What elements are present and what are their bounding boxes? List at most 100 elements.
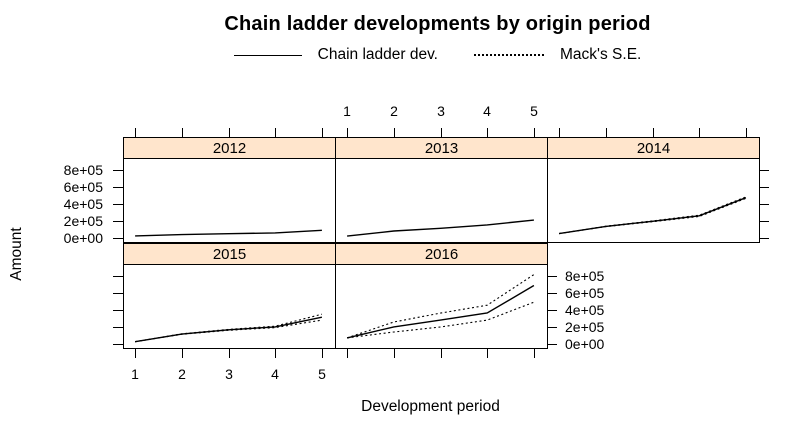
axis-tick — [113, 310, 123, 311]
tick-label: 1 — [131, 366, 139, 382]
panel-2014 — [547, 158, 760, 243]
axis-tick — [135, 128, 136, 138]
tick-label: 4 — [271, 366, 279, 382]
axis-tick — [182, 128, 183, 138]
legend: Chain ladder dev. Mack's S.E. — [0, 46, 805, 64]
axis-tick — [322, 128, 323, 138]
axis-tick — [113, 276, 123, 277]
axis-tick — [113, 187, 123, 188]
tick-label: 5 — [530, 103, 538, 119]
tick-label: 8e+05 — [565, 268, 605, 284]
panel-2013 — [335, 158, 548, 243]
legend-label-mack-se: Mack's S.E. — [560, 46, 642, 63]
x-axis-label: Development period — [361, 398, 500, 415]
axis-tick — [182, 348, 183, 358]
axis-tick — [275, 348, 276, 358]
legend-label-chain-ladder: Chain ladder dev. — [317, 46, 438, 63]
strip-label: 2015 — [212, 245, 247, 263]
strip-label: 2014 — [636, 139, 671, 157]
tick-label: 3 — [225, 366, 233, 382]
axis-tick — [547, 327, 557, 328]
dotted-line-sample-icon — [474, 54, 544, 56]
tick-label: 0e+00 — [63, 230, 103, 246]
axis-tick — [547, 293, 557, 294]
tick-label: 8e+05 — [63, 162, 103, 178]
axis-tick — [441, 128, 442, 138]
axis-tick — [347, 128, 348, 138]
axis-tick — [487, 128, 488, 138]
axis-tick — [275, 128, 276, 138]
chain-ladder-line — [135, 229, 322, 237]
axis-tick — [113, 327, 123, 328]
strip-2016: 2016 — [335, 243, 548, 265]
axis-tick — [113, 293, 123, 294]
tick-label: 6e+05 — [565, 285, 605, 301]
chain-ladder-line — [347, 219, 534, 237]
axis-tick — [559, 128, 560, 138]
axis-tick — [113, 221, 123, 222]
axis-tick — [113, 170, 123, 171]
axis-tick — [113, 204, 123, 205]
strip-2015: 2015 — [123, 243, 336, 265]
tick-label: 2 — [178, 366, 186, 382]
chain-ladder-line — [346, 284, 535, 339]
axis-tick — [759, 170, 769, 171]
mack-se-line — [559, 197, 747, 235]
axis-tick — [229, 128, 230, 138]
axis-tick — [746, 128, 747, 138]
strip-label: 2016 — [424, 245, 459, 263]
tick-label: 2 — [390, 103, 398, 119]
axis-tick — [606, 128, 607, 138]
axis-tick — [347, 348, 348, 358]
axis-tick — [759, 204, 769, 205]
axis-tick — [113, 344, 123, 345]
y-axis-label: Amount — [8, 227, 25, 281]
mack-se-line — [135, 319, 322, 343]
mack-se-line — [559, 196, 747, 235]
tick-label: 4 — [483, 103, 491, 119]
axis-tick — [759, 221, 769, 222]
axis-tick — [759, 187, 769, 188]
panel-plot-2016 — [346, 274, 535, 339]
tick-label: 0e+00 — [565, 336, 605, 352]
panel-plot-2014 — [558, 196, 747, 235]
strip-label: 2012 — [212, 139, 247, 157]
axis-tick — [322, 348, 323, 358]
axis-tick — [547, 276, 557, 277]
tick-label: 4e+05 — [63, 196, 103, 212]
axis-tick — [394, 348, 395, 358]
strip-label: 2013 — [424, 139, 459, 157]
strip-2013: 2013 — [335, 137, 548, 159]
panel-plot-2012 — [135, 229, 322, 237]
tick-label: 2e+05 — [63, 213, 103, 229]
strip-2012: 2012 — [123, 137, 336, 159]
axis-tick — [759, 238, 769, 239]
axis-tick — [113, 238, 123, 239]
panel-2012 — [123, 158, 336, 243]
axis-tick — [135, 348, 136, 358]
axis-tick — [394, 128, 395, 138]
tick-label: 3 — [437, 103, 445, 119]
axis-tick — [534, 348, 535, 358]
mack-se-line — [347, 301, 535, 339]
axis-tick — [487, 348, 488, 358]
axis-tick — [441, 348, 442, 358]
axis-tick — [534, 128, 535, 138]
axis-tick — [699, 128, 700, 138]
axis-tick — [653, 128, 654, 138]
chain-ladder-line — [134, 316, 323, 343]
tick-label: 1 — [343, 103, 351, 119]
mack-se-line — [135, 313, 323, 343]
panel-plot-2013 — [347, 219, 534, 237]
axis-tick — [547, 310, 557, 311]
axis-tick — [229, 348, 230, 358]
panel-2016 — [335, 264, 548, 349]
tick-label: 2e+05 — [565, 319, 605, 335]
tick-label: 6e+05 — [63, 179, 103, 195]
chain-ladder-line — [558, 197, 747, 235]
strip-2014: 2014 — [547, 137, 760, 159]
axis-tick — [547, 344, 557, 345]
solid-line-sample-icon — [233, 54, 302, 56]
mack-se-line — [346, 274, 535, 339]
